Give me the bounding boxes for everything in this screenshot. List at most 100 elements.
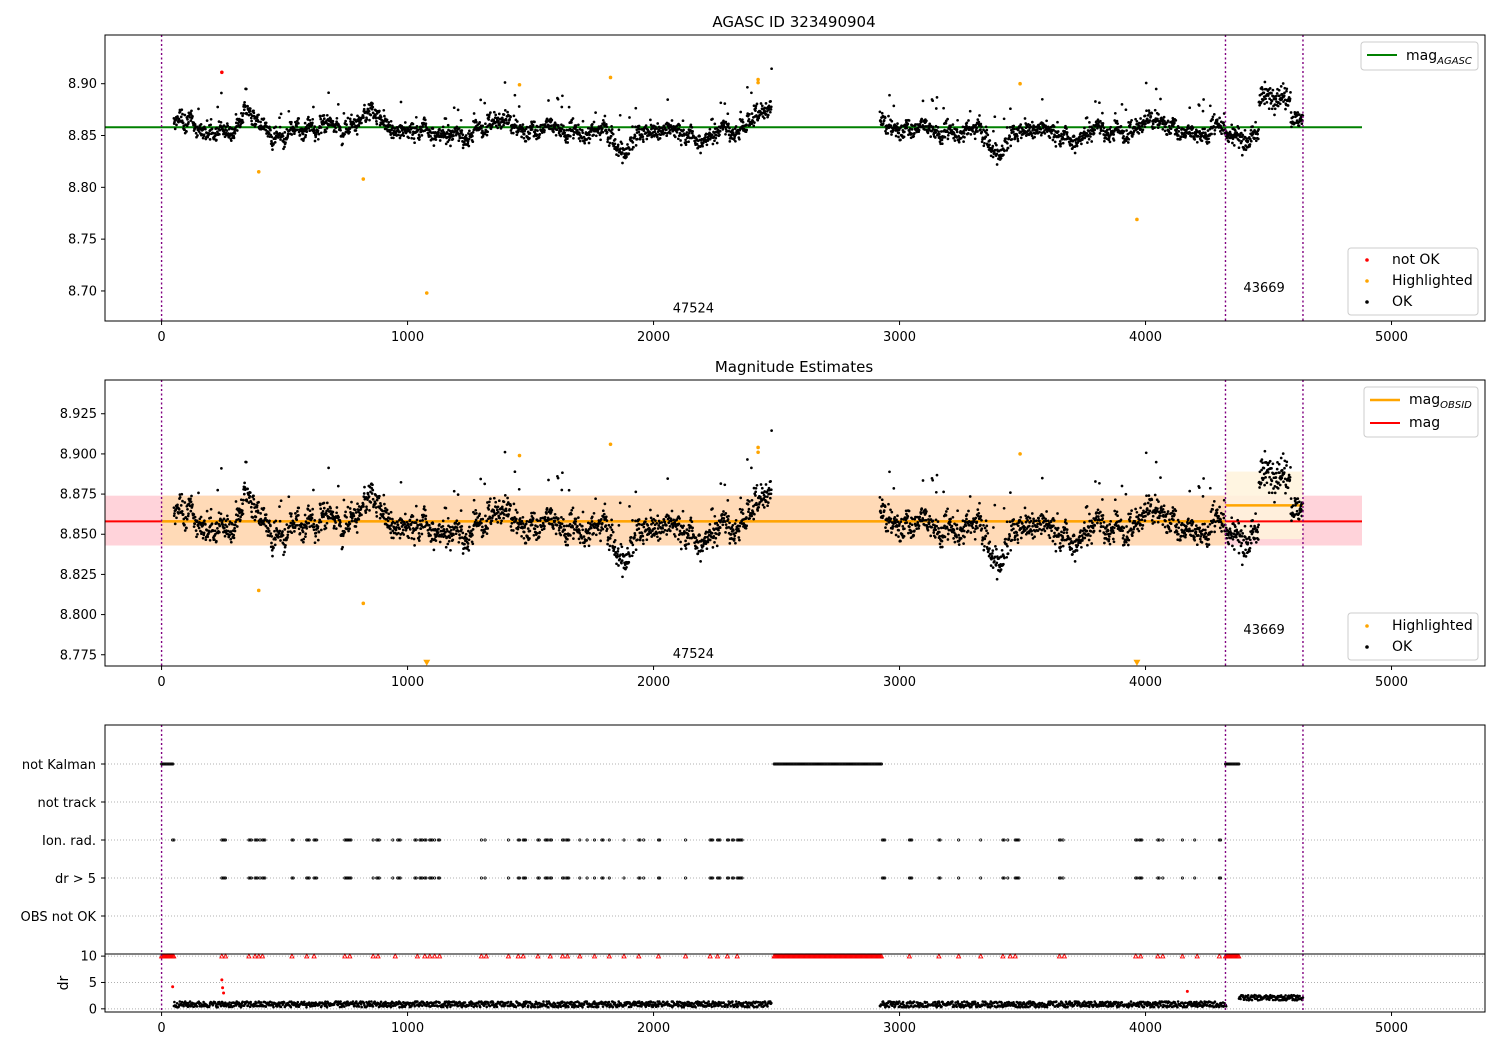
agasc-ok-point (570, 121, 573, 124)
magnitude-ok-point (766, 501, 770, 504)
agasc-ok-point (564, 138, 567, 142)
magnitude-ok-point (183, 529, 187, 532)
magnitude-ok-point (479, 477, 483, 481)
magnitude-ok-point (512, 502, 516, 506)
magnitude-ok-point (456, 493, 460, 496)
magnitude-ok-point (463, 542, 466, 546)
magnitude-ok-point (690, 520, 694, 524)
agasc-ok-point (577, 123, 580, 127)
magnitude-ok-point (279, 499, 283, 503)
magnitude-ok-point (673, 535, 677, 538)
magnitude-ok-point (638, 522, 641, 526)
agasc-ok-point (222, 124, 226, 127)
agasc-ok-point (988, 139, 992, 142)
agasc-ok-point (976, 118, 980, 121)
magnitude-ok-point (467, 549, 471, 552)
agasc-ok-point (483, 101, 487, 105)
magnitude-ok-point (880, 498, 884, 502)
magnitude-ok-point (323, 524, 327, 528)
agasc-ok-point (297, 130, 301, 134)
magnitude-ok-point (690, 529, 694, 533)
agasc-ok-point (185, 130, 188, 133)
magnitude-ok-point (712, 534, 716, 538)
magnitude-ok-point (633, 536, 636, 540)
agasc-ok-point (355, 133, 359, 136)
agasc-ytick-label-4: 8.90 (68, 77, 97, 92)
agasc-ok-point (466, 142, 470, 145)
magnitude-ok-point (708, 523, 712, 526)
magnitude-ok-point (196, 524, 200, 528)
magnitude-ok-point (457, 540, 461, 544)
agasc-ok-point (745, 123, 748, 127)
agasc-ok-point (957, 140, 961, 144)
agasc-ok-point (1098, 101, 1101, 105)
agasc-ok-point (936, 126, 940, 129)
magnitude-ok-point (195, 519, 199, 523)
agasc-ok-point (701, 144, 704, 148)
agasc-ok-point (719, 101, 723, 105)
magnitude-ok-point (750, 514, 754, 518)
agasc-ok-point (256, 120, 260, 123)
magnitude-ok-point (375, 511, 378, 514)
magnitude-ok-point (522, 530, 526, 534)
agasc-ok-point (345, 123, 348, 126)
agasc-ok-point (480, 131, 484, 135)
magnitude-ok-point (766, 504, 769, 508)
agasc-ok-point (525, 125, 529, 129)
agasc-ok-point (1061, 141, 1065, 145)
magnitude-ok-point (722, 516, 726, 520)
agasc-ok-point (724, 132, 727, 136)
agasc-ok-point (708, 127, 712, 131)
magnitude-ok-point (286, 530, 290, 534)
magnitude-ok-point (414, 504, 418, 508)
agasc-ok-point (236, 122, 240, 125)
magnitude-ok-point (412, 537, 416, 541)
magnitude-ok-point (460, 525, 464, 528)
agasc-ok-point (288, 128, 292, 132)
magnitude-ok-point (305, 527, 309, 530)
agasc-ok-point (1108, 140, 1112, 144)
agasc-ok-point (637, 130, 641, 134)
magnitude-ok-point (684, 539, 687, 543)
magnitude-ok-point (520, 519, 524, 523)
agasc-ok-point (281, 132, 284, 136)
magnitude-ok-point (538, 530, 542, 534)
agasc-ok-point (608, 141, 612, 145)
magnitude-ok-point (424, 514, 428, 518)
magnitude-ok-point (447, 539, 451, 543)
magnitude-ok-point (269, 524, 272, 528)
agasc-ok-point (1249, 139, 1253, 143)
agasc-ok-point (383, 114, 386, 118)
agasc-ok-point (754, 106, 758, 110)
agasc-ok-point (978, 114, 981, 117)
magnitude-ok-point (670, 509, 674, 513)
agasc-ok-point (517, 105, 521, 108)
agasc-ok-point (393, 127, 397, 130)
magnitude-ok-point (536, 519, 540, 523)
agasc-ok-point (618, 150, 622, 153)
agasc-ok-point (518, 124, 522, 127)
agasc-ok-point (1059, 142, 1063, 146)
magnitude-ok-point (714, 536, 718, 540)
agasc-ok-point (513, 93, 517, 97)
magnitude-ok-point (312, 525, 316, 529)
agasc-ok-point (1165, 133, 1169, 136)
agasc-ok-point (1009, 144, 1013, 148)
magnitude-ok-point (313, 541, 317, 545)
magnitude-ok-point (545, 512, 548, 515)
agasc-ok-point (468, 129, 471, 133)
agasc-ok-point (535, 133, 539, 137)
magnitude-ok-point (588, 531, 591, 535)
agasc-ok-point (294, 120, 297, 124)
agasc-ok-point (1179, 135, 1183, 139)
agasc-panel-title: AGASC ID 323490904 (712, 13, 875, 31)
magnitude-ok-point (419, 527, 423, 530)
agasc-ok-point (392, 136, 395, 140)
magnitude-ok-point (203, 519, 206, 523)
agasc-ok-point (1113, 111, 1117, 115)
magnitude-ok-point (617, 524, 621, 527)
agasc-ok-point (695, 143, 699, 146)
magnitude-ok-point (733, 537, 736, 540)
agasc-ok-point (274, 125, 278, 129)
magnitude-ok-point (741, 512, 745, 515)
